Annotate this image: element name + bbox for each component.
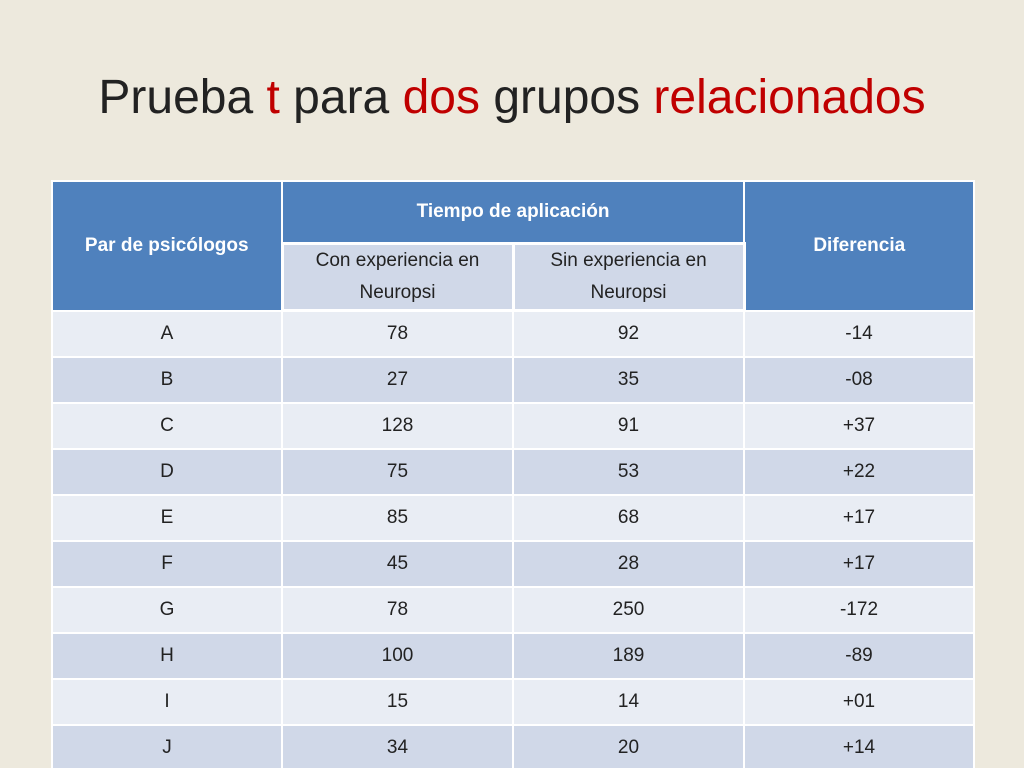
cell-pair: B bbox=[51, 356, 283, 404]
data-table: Par de psicólogos Tiempo de aplicación D… bbox=[51, 180, 975, 768]
table-header: Par de psicólogos Tiempo de aplicación D… bbox=[51, 180, 975, 312]
cell-without-experience: 91 bbox=[512, 402, 745, 450]
table-row: D 75 53 +22 bbox=[51, 448, 975, 496]
cell-without-experience: 189 bbox=[512, 632, 745, 680]
cell-with-experience: 78 bbox=[281, 309, 514, 358]
table-row: A 78 92 -14 bbox=[51, 309, 975, 358]
cell-difference: +37 bbox=[743, 402, 975, 450]
cell-difference: +01 bbox=[743, 678, 975, 726]
cell-without-experience: 35 bbox=[512, 356, 745, 404]
cell-without-experience: 92 bbox=[512, 309, 745, 358]
cell-pair: E bbox=[51, 494, 283, 542]
cell-with-experience: 78 bbox=[281, 586, 514, 634]
header-row-sub: Con experiencia en Neuropsi Sin experien… bbox=[52, 242, 974, 312]
cell-pair: H bbox=[51, 632, 283, 680]
cell-pair: D bbox=[51, 448, 283, 496]
cell-with-experience: 27 bbox=[281, 356, 514, 404]
title-part-t: t bbox=[266, 71, 280, 124]
table-row: J 34 20 +14 bbox=[51, 724, 975, 768]
cell-difference: +17 bbox=[743, 494, 975, 542]
cell-with-experience: 85 bbox=[281, 494, 514, 542]
cell-pair: C bbox=[51, 402, 283, 450]
header-row-top: Par de psicólogos Tiempo de aplicación D… bbox=[51, 180, 975, 312]
cell-without-experience: 53 bbox=[512, 448, 745, 496]
cell-pair: A bbox=[51, 309, 283, 358]
cell-difference: -89 bbox=[743, 632, 975, 680]
cell-without-experience: 250 bbox=[512, 586, 745, 634]
cell-without-experience: 14 bbox=[512, 678, 745, 726]
table-row: I 15 14 +01 bbox=[51, 678, 975, 726]
header-time-group: Tiempo de aplicación bbox=[281, 180, 745, 245]
table-row: E 85 68 +17 bbox=[51, 494, 975, 542]
cell-with-experience: 45 bbox=[281, 540, 514, 588]
title-part-grupos: grupos bbox=[479, 71, 654, 124]
cell-difference: -14 bbox=[743, 309, 975, 358]
table-body: A 78 92 -14 B 27 35 -08 C 128 91 +37 D 75 53 +22 E 85 68 +1… bbox=[51, 309, 975, 768]
data-table-container: Par de psicólogos Tiempo de aplicación D… bbox=[51, 180, 975, 768]
cell-with-experience: 100 bbox=[281, 632, 514, 680]
table-row: G 78 250 -172 bbox=[51, 586, 975, 634]
title-part-para: para bbox=[279, 71, 403, 124]
cell-with-experience: 34 bbox=[281, 724, 514, 768]
cell-difference: -08 bbox=[743, 356, 975, 404]
cell-without-experience: 20 bbox=[512, 724, 745, 768]
header-difference: Diferencia bbox=[743, 180, 975, 312]
cell-with-experience: 128 bbox=[281, 402, 514, 450]
cell-pair: F bbox=[51, 540, 283, 588]
cell-pair: G bbox=[51, 586, 283, 634]
title-part-prueba: Prueba bbox=[98, 71, 267, 124]
cell-pair: I bbox=[51, 678, 283, 726]
cell-without-experience: 28 bbox=[512, 540, 745, 588]
cell-without-experience: 68 bbox=[512, 494, 745, 542]
title-part-relacionados: relacionados bbox=[653, 71, 926, 124]
table-row: F 45 28 +17 bbox=[51, 540, 975, 588]
title-part-dos: dos bbox=[402, 71, 480, 124]
header-with-experience: Con experiencia en Neuropsi bbox=[280, 242, 515, 312]
cell-difference: +14 bbox=[743, 724, 975, 768]
header-without-experience: Sin experiencia en Neuropsi bbox=[511, 242, 746, 312]
cell-with-experience: 15 bbox=[281, 678, 514, 726]
slide-title: Prueba t para dos grupos relacionados bbox=[0, 62, 1024, 134]
cell-with-experience: 75 bbox=[281, 448, 514, 496]
cell-difference: -172 bbox=[743, 586, 975, 634]
table-row: B 27 35 -08 bbox=[51, 356, 975, 404]
cell-difference: +17 bbox=[743, 540, 975, 588]
cell-pair: J bbox=[51, 724, 283, 768]
table-row: H 100 189 -89 bbox=[51, 632, 975, 680]
table-row: C 128 91 +37 bbox=[51, 402, 975, 450]
cell-difference: +22 bbox=[743, 448, 975, 496]
header-pair: Par de psicólogos bbox=[51, 180, 283, 312]
